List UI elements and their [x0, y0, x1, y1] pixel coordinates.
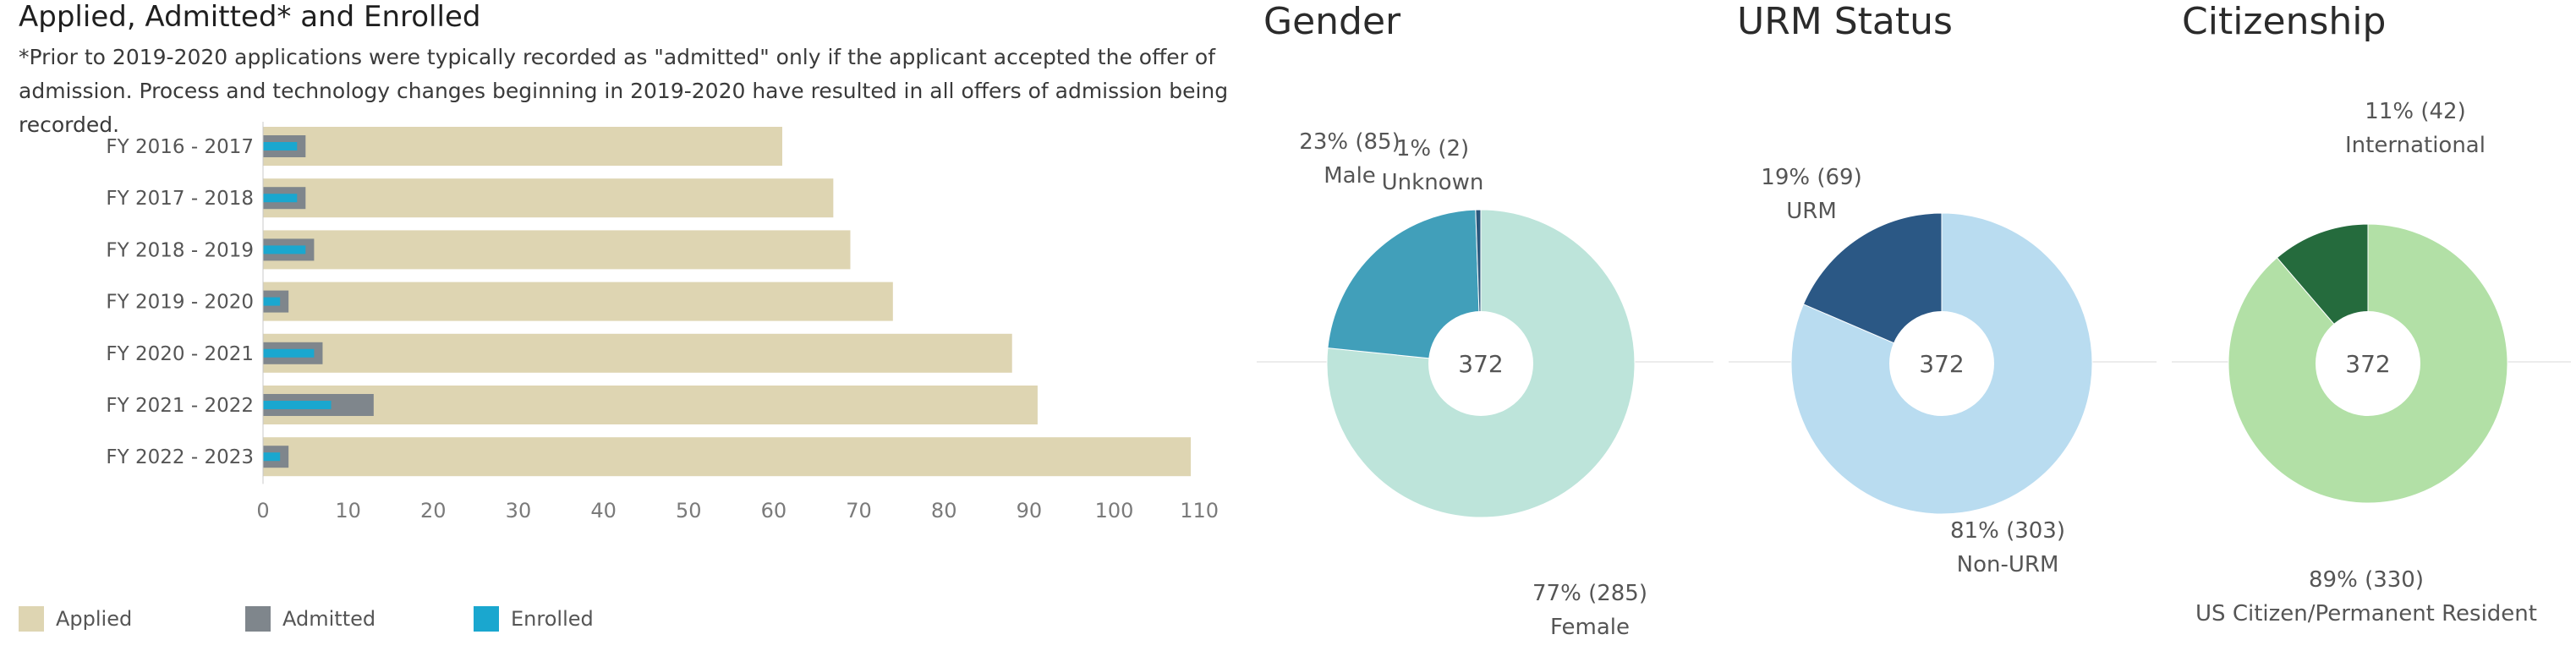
- legend-item-applied: Applied: [19, 602, 132, 636]
- pie-title-gender: Gender: [1263, 0, 1401, 43]
- x-tick-label: 100: [1095, 499, 1134, 522]
- bar-enrolled: [263, 245, 306, 254]
- category-label: FY 2018 - 2019: [106, 239, 254, 261]
- bar-applied: [263, 386, 1038, 424]
- x-tick-label: 20: [420, 499, 447, 522]
- legend-item-enrolled: Enrolled: [474, 602, 594, 636]
- bar-enrolled: [263, 297, 281, 306]
- bar-applied: [263, 127, 782, 166]
- bar-applied: [263, 282, 893, 321]
- x-tick-label: 30: [506, 499, 532, 522]
- legend-label-enrolled: Enrolled: [511, 607, 594, 631]
- pie-slice-value: 81% (303): [1950, 518, 2065, 544]
- pie-total: 372: [2345, 350, 2390, 378]
- category-label: FY 2022 - 2023: [106, 446, 254, 468]
- category-label: FY 2017 - 2018: [106, 188, 254, 210]
- category-label: FY 2019 - 2020: [106, 292, 254, 314]
- bar-enrolled: [263, 401, 332, 409]
- pie-slice: [1327, 209, 1482, 364]
- pie-slice-label: Male: [1324, 163, 1376, 189]
- x-tick-label: 0: [256, 499, 269, 522]
- pie-total: 372: [1919, 350, 1964, 378]
- x-tick-label: 110: [1180, 499, 1219, 522]
- pie-slice: [2228, 223, 2508, 504]
- x-tick-label: 80: [931, 499, 957, 522]
- chart-note: *Prior to 2019-2020 applications were ty…: [19, 45, 1229, 137]
- legend-label-admitted: Admitted: [282, 607, 376, 631]
- category-label: FY 2016 - 2017: [106, 136, 254, 158]
- chart-title: Applied, Admitted* and Enrolled: [19, 0, 481, 34]
- category-label: FY 2021 - 2022: [106, 395, 254, 417]
- pie-slice-label: URM: [1786, 199, 1837, 224]
- pie-slice-label: International: [2345, 133, 2486, 158]
- bar-applied: [263, 178, 834, 218]
- pie-slice-value: 1% (2): [1396, 136, 1469, 161]
- x-tick-label: 40: [590, 499, 617, 522]
- pie-title-citizenship: Citizenship: [2182, 0, 2387, 43]
- pie-slice-value: 23% (85): [1299, 129, 1400, 155]
- pie-slice-label: US Citizen/Permanent Resident: [2195, 601, 2537, 626]
- category-label: FY 2020 - 2021: [106, 343, 254, 365]
- pie-slice-label: Female: [1550, 615, 1630, 640]
- x-tick-label: 10: [335, 499, 361, 522]
- x-tick-label: 50: [676, 499, 702, 522]
- bar-applied: [263, 437, 1192, 477]
- bar-enrolled: [263, 194, 298, 203]
- x-tick-label: 60: [761, 499, 787, 522]
- pie-slice-label: Non-URM: [1957, 552, 2059, 577]
- pie-slice-value: 11% (42): [2365, 99, 2465, 124]
- pie-slice-value: 89% (330): [2309, 567, 2424, 593]
- bar-enrolled: [263, 452, 281, 462]
- pie-slice-label: Unknown: [1382, 170, 1484, 195]
- bar-enrolled: [263, 142, 298, 150]
- pie-hole: [1889, 311, 1994, 416]
- pie-hole: [2316, 311, 2420, 416]
- legend-swatch-admitted: [245, 606, 271, 632]
- legend-item-admitted: Admitted: [245, 602, 375, 636]
- bar-applied: [263, 230, 851, 270]
- pie-slice-value: 19% (69): [1761, 165, 1861, 190]
- pie-total: 372: [1458, 350, 1503, 378]
- pie-hole: [1428, 311, 1533, 416]
- pie-slice-value: 77% (285): [1532, 581, 1647, 606]
- x-tick-label: 70: [846, 499, 872, 522]
- bar-applied: [263, 333, 1012, 373]
- x-tick-label: 90: [1017, 499, 1043, 522]
- legend-swatch-enrolled: [474, 606, 499, 632]
- pie-title-urm: URM Status: [1737, 0, 1953, 43]
- legend-label-applied: Applied: [56, 607, 133, 631]
- bar-enrolled: [263, 348, 315, 358]
- legend-swatch-applied: [19, 606, 44, 632]
